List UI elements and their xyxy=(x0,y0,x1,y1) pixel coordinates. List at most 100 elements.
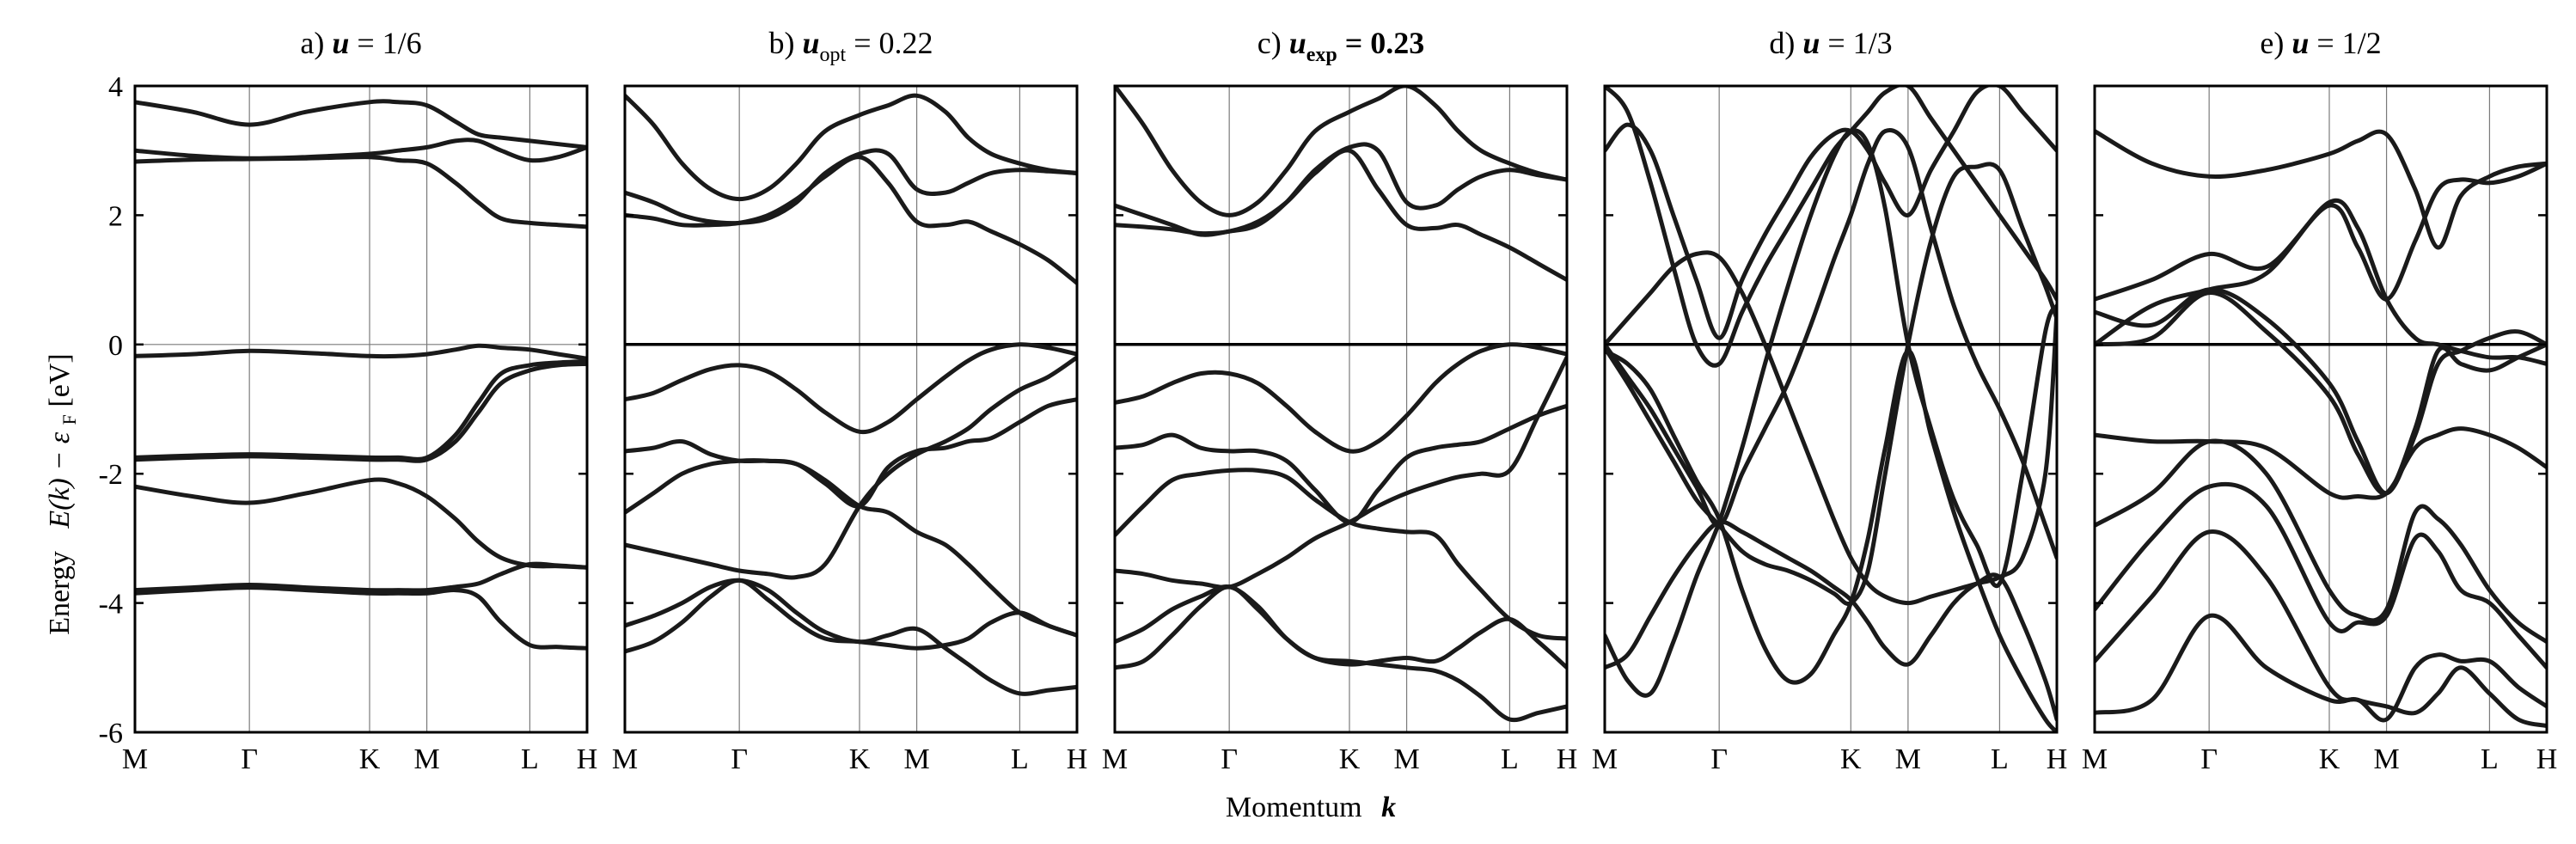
x-label-k: k xyxy=(1381,792,1396,823)
panel-frame xyxy=(1603,84,2059,734)
band-line xyxy=(2095,426,2547,500)
svg-text:Momentum k: Momentum k xyxy=(1226,792,1396,823)
panel-frame xyxy=(133,84,589,734)
k-point-label: K xyxy=(359,743,381,775)
band-line xyxy=(1605,348,2057,732)
k-point-label: Γ xyxy=(1221,743,1238,775)
y-tick-label: 2 xyxy=(108,200,123,232)
panel-title-var: u xyxy=(2291,26,2309,60)
k-point-label: Γ xyxy=(1710,743,1728,775)
band-line xyxy=(1605,128,2057,560)
panel-title: b) uopt = 0.22 xyxy=(768,26,933,66)
k-point-label: K xyxy=(2319,743,2340,775)
k-point-label: M xyxy=(2373,743,2399,775)
k-point-label: M xyxy=(1393,743,1419,775)
panel-title-var: u xyxy=(1289,26,1306,60)
band-line xyxy=(1605,519,2057,722)
band-line xyxy=(625,355,1077,580)
panel-e: M Γ K M L He) u = 1/2 xyxy=(2082,26,2557,775)
panel-title-value: = 0.23 xyxy=(1337,26,1425,60)
band-line xyxy=(1115,584,1567,723)
band-line xyxy=(625,148,1077,226)
panel-title-value: = 1/3 xyxy=(1820,26,1892,60)
band-line xyxy=(625,342,1077,435)
band-line xyxy=(2095,129,2547,250)
k-point-label: Γ xyxy=(241,743,258,775)
bands-group xyxy=(1605,86,2057,732)
bands-group xyxy=(1115,86,1567,723)
x-axis-label: Momentum k xyxy=(1226,792,1396,823)
panel-title-prefix: b) xyxy=(768,26,802,60)
k-point-label: M xyxy=(612,743,638,775)
band-line xyxy=(135,343,587,361)
panel-title-sub: opt xyxy=(820,44,847,66)
panel-title: e) u = 1/2 xyxy=(2260,26,2381,60)
band-line xyxy=(1605,128,2057,698)
k-point-label: L xyxy=(521,743,539,775)
panel-frame xyxy=(1113,84,1569,734)
y-tick-label: 0 xyxy=(108,330,123,362)
band-line xyxy=(1115,355,1567,590)
panel-title-prefix: a) xyxy=(300,26,332,60)
k-point-label: Γ xyxy=(731,743,748,775)
panel-title-prefix: c) xyxy=(1257,26,1289,60)
band-line xyxy=(1605,86,2057,368)
panel-title: c) uexp = 0.23 xyxy=(1257,26,1425,66)
k-point-label: H xyxy=(1557,743,1578,775)
y-tick-label: -4 xyxy=(99,589,123,621)
bands-group xyxy=(2095,129,2547,728)
panel-b: M Γ K M L Hb) uopt = 0.22 xyxy=(612,26,1087,775)
band-line xyxy=(135,361,587,463)
band-line xyxy=(625,397,1077,509)
panel-title-value: = 1/6 xyxy=(349,26,421,60)
k-point-label: H xyxy=(2047,743,2068,775)
k-point-label: L xyxy=(1011,743,1029,775)
panel-title-sub: exp xyxy=(1306,44,1337,66)
band-line xyxy=(1115,468,1567,641)
band-line xyxy=(135,99,587,150)
k-point-label: Γ xyxy=(2200,743,2218,775)
k-point-label: M xyxy=(1592,743,1618,775)
panel-title-prefix: d) xyxy=(1769,26,1802,60)
band-line xyxy=(135,561,587,593)
band-line xyxy=(1605,86,2057,340)
svg-text:Energy E(k) − ε F: Energy E(k) − ε F [eV] xyxy=(44,353,83,634)
panel-title-var: u xyxy=(802,26,819,60)
band-line xyxy=(1115,342,1567,454)
band-line xyxy=(135,155,587,229)
panel-title: d) u = 1/3 xyxy=(1769,26,1892,60)
panel-title-value: = 0.22 xyxy=(846,26,933,60)
y-label-sub: F xyxy=(58,414,80,425)
y-label-expr: E(k) − ε xyxy=(44,431,76,529)
panel-d: M Γ K M L Hd) u = 1/3 xyxy=(1592,26,2067,775)
x-label-momentum: Momentum xyxy=(1226,792,1362,823)
panel-c: M Γ K M L Hc) uexp = 0.23 xyxy=(1102,26,1577,775)
k-point-label: M xyxy=(2082,743,2108,775)
k-point-label: L xyxy=(1501,743,1519,775)
band-line xyxy=(625,93,1077,202)
k-point-label: M xyxy=(1895,743,1921,775)
band-line xyxy=(2095,529,2547,728)
y-label-unit: [eV] xyxy=(44,353,76,407)
band-line xyxy=(135,477,587,570)
band-line xyxy=(1115,584,1567,670)
k-point-label: L xyxy=(2481,743,2499,775)
k-point-label: K xyxy=(1339,743,1361,775)
panel-title-prefix: e) xyxy=(2260,26,2291,60)
panel-frame xyxy=(623,84,1079,734)
k-point-label: M xyxy=(122,743,148,775)
y-label-energy: Energy xyxy=(44,551,76,635)
band-line xyxy=(1605,250,2057,606)
panel-title-var: u xyxy=(1802,26,1820,60)
band-line xyxy=(1115,148,1567,283)
band-line xyxy=(2095,438,2547,645)
band-line xyxy=(2095,481,2547,670)
band-line xyxy=(1115,403,1567,525)
k-point-label: H xyxy=(1067,743,1088,775)
band-line xyxy=(2095,161,2547,302)
panel-title-var: u xyxy=(332,26,349,60)
band-line xyxy=(2095,287,2547,496)
band-line xyxy=(2095,291,2547,496)
panel-a: 420-2-4-6M Γ K M L Ha) u = 1/6 xyxy=(99,26,598,775)
